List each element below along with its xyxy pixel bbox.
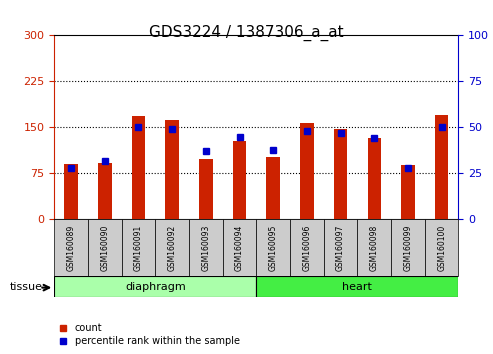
- Bar: [334, 129, 347, 219]
- FancyBboxPatch shape: [122, 219, 155, 276]
- Text: GSM160092: GSM160092: [168, 225, 176, 271]
- FancyBboxPatch shape: [256, 219, 290, 276]
- Text: tissue: tissue: [10, 282, 43, 292]
- Bar: [165, 120, 179, 219]
- Text: GDS3224 / 1387306_a_at: GDS3224 / 1387306_a_at: [149, 25, 344, 41]
- FancyBboxPatch shape: [391, 219, 425, 276]
- Text: GSM160093: GSM160093: [201, 224, 211, 271]
- FancyBboxPatch shape: [88, 219, 122, 276]
- FancyBboxPatch shape: [357, 219, 391, 276]
- Text: heart: heart: [343, 282, 372, 292]
- Text: diaphragm: diaphragm: [125, 282, 186, 292]
- Bar: [64, 164, 78, 219]
- Bar: [233, 141, 246, 219]
- Text: GSM160096: GSM160096: [302, 224, 312, 271]
- Text: GSM160099: GSM160099: [403, 224, 413, 271]
- Bar: [367, 138, 381, 219]
- Text: GSM160100: GSM160100: [437, 225, 446, 271]
- Bar: [401, 165, 415, 219]
- FancyBboxPatch shape: [54, 276, 256, 297]
- FancyBboxPatch shape: [223, 219, 256, 276]
- FancyBboxPatch shape: [189, 219, 223, 276]
- Bar: [300, 122, 314, 219]
- FancyBboxPatch shape: [290, 219, 324, 276]
- Bar: [435, 115, 448, 219]
- Text: GSM160089: GSM160089: [67, 225, 75, 271]
- Bar: [98, 163, 111, 219]
- Text: GSM160097: GSM160097: [336, 224, 345, 271]
- FancyBboxPatch shape: [54, 219, 88, 276]
- Bar: [199, 159, 212, 219]
- FancyBboxPatch shape: [324, 219, 357, 276]
- Text: GSM160094: GSM160094: [235, 224, 244, 271]
- Text: GSM160091: GSM160091: [134, 225, 143, 271]
- Text: GSM160090: GSM160090: [100, 224, 109, 271]
- FancyBboxPatch shape: [425, 219, 458, 276]
- Bar: [132, 116, 145, 219]
- Text: GSM160095: GSM160095: [269, 224, 278, 271]
- Legend: count, percentile rank within the sample: count, percentile rank within the sample: [59, 324, 240, 346]
- FancyBboxPatch shape: [256, 276, 458, 297]
- FancyBboxPatch shape: [155, 219, 189, 276]
- Bar: [266, 157, 280, 219]
- Text: GSM160098: GSM160098: [370, 225, 379, 271]
